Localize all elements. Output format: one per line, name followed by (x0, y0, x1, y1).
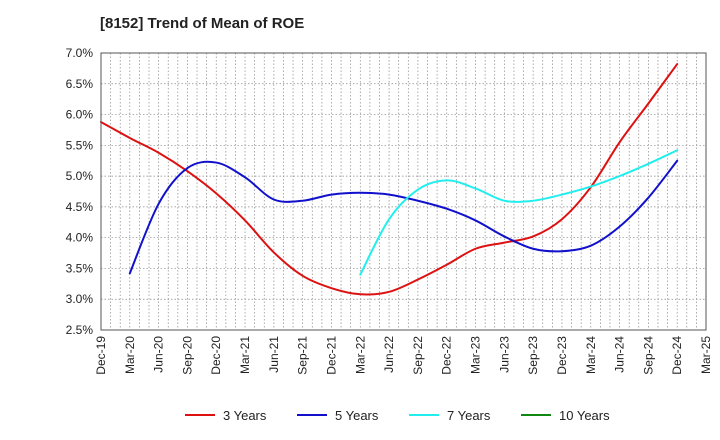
x-tick-label: Jun-24 (613, 336, 627, 373)
x-tick-label: Sep-20 (180, 336, 194, 375)
x-tick-label: Sep-21 (296, 336, 310, 375)
y-tick-label: 5.0% (66, 169, 94, 183)
y-axis-ticks: 2.5% 3.0% 3.5% 4.0% 4.5% 5.0% 5.5% 6.0% 6.5% 7.0% (66, 46, 94, 337)
legend-label-3-years: 3 Years (223, 408, 267, 423)
series-line-7-years (359, 149, 679, 276)
x-tick-label: Dec-20 (209, 336, 223, 375)
grid (101, 52, 706, 331)
y-tick-label: 6.5% (66, 77, 94, 91)
x-axis-ticks: Dec-19 Mar-20 Jun-20 Sep-20 Dec-20 Mar-21 Jun-… (94, 336, 713, 375)
y-tick-label: 4.0% (66, 231, 94, 245)
x-tick-label: Mar-21 (238, 336, 252, 374)
x-tick-label: Jun-21 (267, 336, 281, 373)
y-tick-label: 6.0% (66, 108, 94, 122)
x-tick-label: Dec-19 (94, 336, 108, 375)
chart-title: [8152] Trend of Mean of ROE (100, 15, 304, 32)
x-tick-label: Jun-20 (152, 336, 166, 373)
x-tick-label: Sep-23 (526, 336, 540, 375)
y-tick-label: 5.5% (66, 138, 94, 152)
x-tick-label: Dec-24 (670, 336, 684, 375)
y-tick-label: 3.0% (66, 292, 94, 306)
y-tick-label: 4.5% (66, 200, 94, 214)
legend-label-10-years: 10 Years (559, 408, 610, 423)
x-tick-label: Mar-20 (123, 336, 137, 374)
x-tick-label: Dec-22 (440, 336, 454, 375)
x-tick-label: Sep-24 (641, 336, 655, 375)
series-line-3-years (100, 63, 679, 296)
series-line-5-years (128, 159, 679, 275)
y-tick-label: 7.0% (66, 46, 94, 60)
x-tick-label: Dec-21 (324, 336, 338, 375)
x-tick-label: Jun-22 (382, 336, 396, 373)
series-lines (100, 63, 679, 296)
x-tick-label: Mar-23 (469, 336, 483, 374)
y-tick-label: 2.5% (66, 323, 94, 337)
legend: 3 Years 5 Years 7 Years 10 Years (185, 408, 610, 423)
x-tick-label: Sep-22 (411, 336, 425, 375)
legend-label-5-years: 5 Years (335, 408, 379, 423)
legend-label-7-years: 7 Years (447, 408, 491, 423)
x-tick-label: Dec-23 (555, 336, 569, 375)
plot-area-frame (100, 52, 707, 331)
x-tick-label: Mar-22 (353, 336, 367, 374)
x-tick-label: Jun-23 (497, 336, 511, 373)
x-tick-label: Mar-25 (699, 336, 713, 374)
x-tick-label: Mar-24 (584, 336, 598, 374)
y-tick-label: 3.5% (66, 261, 94, 275)
